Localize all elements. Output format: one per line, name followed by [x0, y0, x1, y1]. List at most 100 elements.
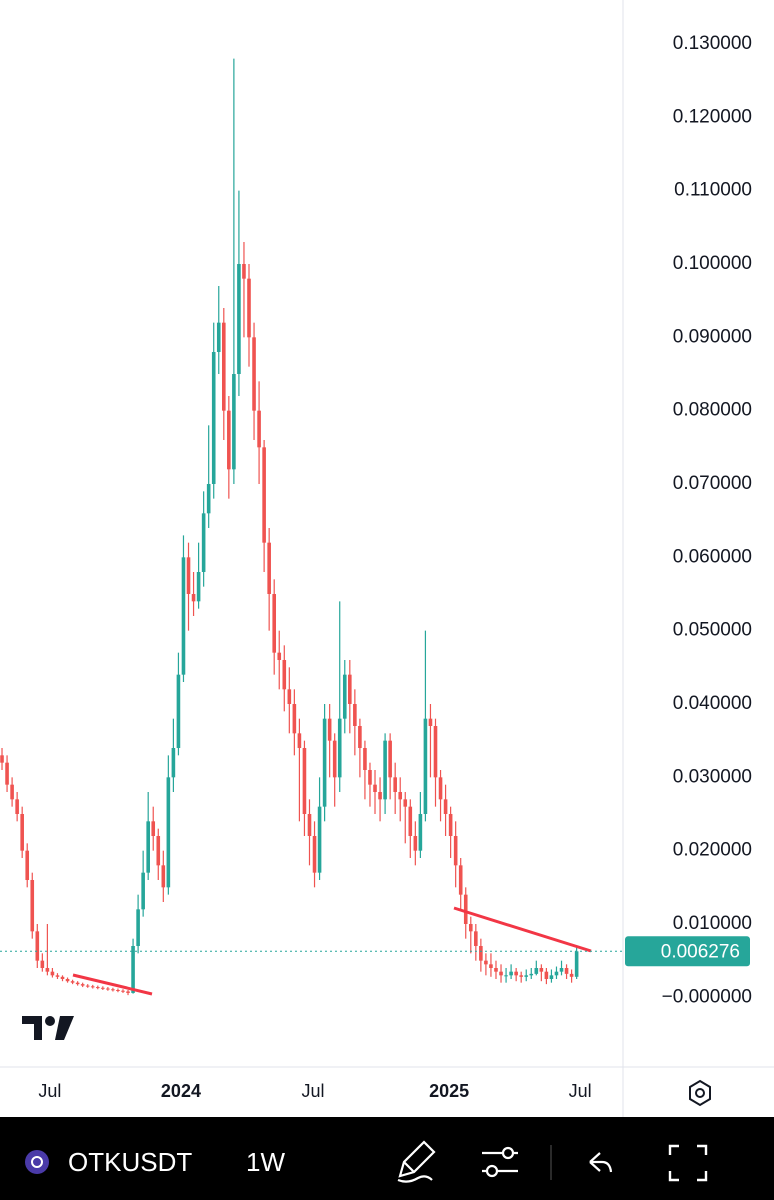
candle-body — [342, 674, 347, 719]
candle-body — [156, 836, 161, 866]
candle-body — [257, 410, 261, 448]
candle-body — [196, 572, 201, 602]
candle-body — [554, 971, 559, 976]
candle-body — [337, 718, 342, 778]
candle-body — [237, 264, 241, 374]
symbol[interactable]: OTKUSDT — [68, 1147, 192, 1177]
candle-body — [539, 968, 544, 972]
y-tick-label: 0.110000 — [674, 180, 752, 201]
candle-body — [433, 726, 438, 778]
candle-body — [272, 594, 277, 653]
candle-body — [55, 975, 60, 977]
candle-body — [136, 909, 140, 946]
candle-body — [317, 806, 322, 873]
last-price-label: 0.006276 — [661, 941, 740, 962]
candle-body — [101, 987, 105, 989]
candle-body — [176, 674, 181, 748]
candle-body — [489, 964, 493, 968]
draw-tool-button[interactable] — [397, 1140, 436, 1183]
candle-body — [80, 984, 85, 986]
candle-body — [373, 784, 377, 792]
candle-body — [353, 704, 357, 726]
candle-body — [121, 990, 125, 992]
candle-body — [332, 740, 337, 778]
candle-body — [277, 652, 282, 660]
candle-body — [574, 951, 579, 977]
candle-body — [463, 894, 468, 924]
candle-body — [216, 322, 221, 352]
candle-body — [111, 989, 115, 991]
candle-body — [549, 975, 554, 979]
candle-body — [50, 971, 55, 976]
candle-body — [494, 968, 498, 972]
candle-body — [70, 981, 75, 983]
interval[interactable]: 1W — [246, 1147, 285, 1177]
candle-body — [458, 865, 463, 895]
candle-body — [302, 748, 307, 814]
candle-body — [569, 973, 574, 977]
candle-body — [519, 975, 523, 977]
candle-body — [418, 814, 423, 851]
candle-body — [529, 973, 534, 976]
candle-body — [468, 924, 473, 932]
candle-body — [564, 968, 569, 974]
symbol-icon[interactable] — [25, 1150, 49, 1174]
candle-body — [327, 718, 332, 741]
candle-body — [65, 979, 70, 982]
candle-body — [544, 971, 549, 979]
candle-body — [448, 814, 453, 836]
y-tick-label: 0.100000 — [673, 253, 752, 274]
candle-body — [524, 975, 529, 977]
candle-body — [559, 968, 564, 972]
candle-body — [201, 513, 206, 572]
y-tick-label: 0.070000 — [673, 473, 752, 494]
candle-body — [453, 836, 458, 866]
candle-body — [166, 777, 171, 888]
candle-body — [348, 674, 352, 704]
candle-body — [474, 931, 478, 946]
candle-body — [479, 946, 483, 961]
y-tick-label: 0.020000 — [673, 840, 752, 861]
fullscreen-button[interactable] — [668, 1144, 708, 1182]
y-tick-label: 0.010000 — [673, 913, 752, 934]
candle-body — [504, 975, 508, 977]
undo-button[interactable] — [589, 1152, 613, 1173]
candle-body — [15, 799, 19, 814]
candle-body — [267, 542, 271, 594]
candle-body — [95, 987, 100, 989]
candle-body — [186, 557, 191, 594]
candle-body — [297, 733, 302, 748]
candle-body — [146, 821, 150, 873]
candle-body — [484, 960, 488, 965]
indicators-button[interactable] — [482, 1146, 518, 1178]
y-tick-label: 0.090000 — [673, 326, 752, 347]
candle-body — [10, 784, 14, 800]
candle-body — [499, 971, 503, 976]
candle-body — [287, 689, 292, 704]
candle-body — [60, 976, 65, 979]
y-tick-label: −0.000000 — [662, 986, 752, 1007]
settings-button[interactable] — [689, 1079, 711, 1107]
candle-body — [232, 374, 236, 470]
candle-body — [90, 986, 95, 988]
candle-body — [312, 836, 317, 873]
candle-body — [534, 968, 539, 974]
candle-body — [161, 865, 166, 888]
candle-body — [438, 777, 443, 800]
candle-body — [75, 982, 80, 985]
y-tick-label: 0.050000 — [673, 620, 752, 641]
x-tick-label: Jul — [38, 1081, 61, 1101]
candles — [0, 58, 579, 996]
candle-body — [378, 792, 382, 800]
candle-body — [116, 990, 120, 991]
candle-body — [191, 594, 196, 602]
candle-body — [443, 799, 448, 814]
candle-body — [423, 718, 428, 814]
candle-body — [393, 777, 397, 792]
candle-body — [0, 755, 4, 763]
candle-body — [292, 704, 297, 734]
y-tick-label: 0.030000 — [673, 766, 752, 787]
candle-body — [322, 718, 327, 807]
candle-body — [262, 447, 266, 543]
candle-body — [363, 748, 367, 770]
